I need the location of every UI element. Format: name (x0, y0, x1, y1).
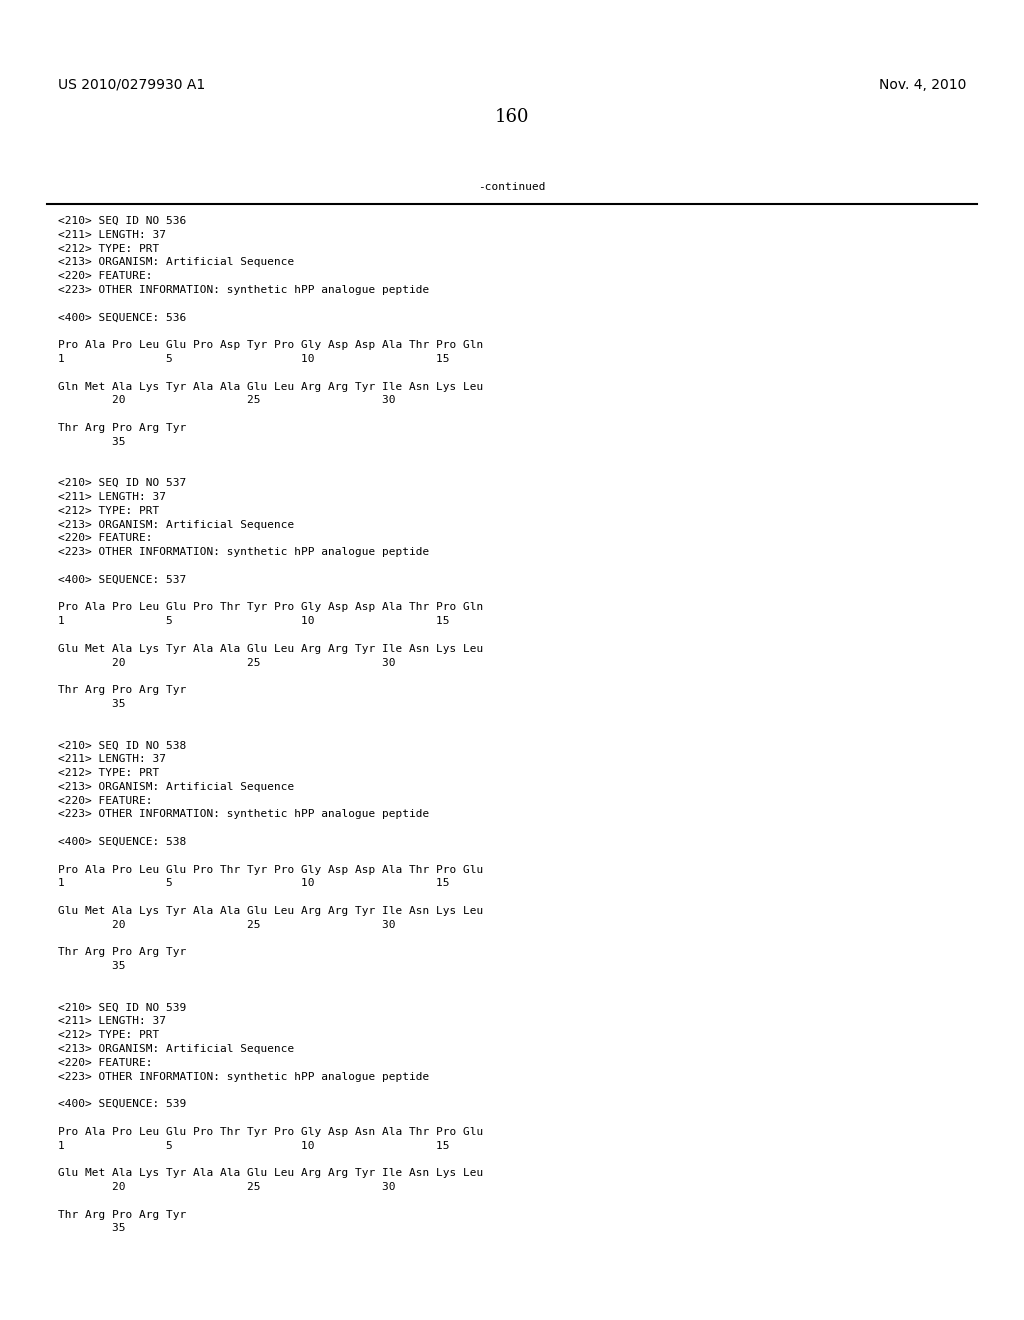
Text: <210> SEQ ID NO 537: <210> SEQ ID NO 537 (58, 478, 186, 488)
Text: <211> LENGTH: 37: <211> LENGTH: 37 (58, 230, 166, 240)
Text: <211> LENGTH: 37: <211> LENGTH: 37 (58, 754, 166, 764)
Text: <211> LENGTH: 37: <211> LENGTH: 37 (58, 1016, 166, 1027)
Text: 20                  25                  30: 20 25 30 (58, 396, 395, 405)
Text: Glu Met Ala Lys Tyr Ala Ala Glu Leu Arg Arg Tyr Ile Asn Lys Leu: Glu Met Ala Lys Tyr Ala Ala Glu Leu Arg … (58, 906, 483, 916)
Text: <220> FEATURE:: <220> FEATURE: (58, 271, 153, 281)
Text: 1               5                   10                  15: 1 5 10 15 (58, 354, 450, 364)
Text: <223> OTHER INFORMATION: synthetic hPP analogue peptide: <223> OTHER INFORMATION: synthetic hPP a… (58, 809, 429, 820)
Text: <220> FEATURE:: <220> FEATURE: (58, 796, 153, 805)
Text: -continued: -continued (478, 182, 546, 191)
Text: Pro Ala Pro Leu Glu Pro Thr Tyr Pro Gly Asp Asp Ala Thr Pro Gln: Pro Ala Pro Leu Glu Pro Thr Tyr Pro Gly … (58, 602, 483, 612)
Text: 35: 35 (58, 437, 126, 446)
Text: <210> SEQ ID NO 538: <210> SEQ ID NO 538 (58, 741, 186, 750)
Text: 160: 160 (495, 108, 529, 125)
Text: 35: 35 (58, 961, 126, 972)
Text: <210> SEQ ID NO 539: <210> SEQ ID NO 539 (58, 1003, 186, 1012)
Text: Glu Met Ala Lys Tyr Ala Ala Glu Leu Arg Arg Tyr Ile Asn Lys Leu: Glu Met Ala Lys Tyr Ala Ala Glu Leu Arg … (58, 1168, 483, 1179)
Text: 20                  25                  30: 20 25 30 (58, 920, 395, 929)
Text: US 2010/0279930 A1: US 2010/0279930 A1 (58, 78, 205, 92)
Text: <210> SEQ ID NO 536: <210> SEQ ID NO 536 (58, 216, 186, 226)
Text: <213> ORGANISM: Artificial Sequence: <213> ORGANISM: Artificial Sequence (58, 1044, 294, 1053)
Text: Pro Ala Pro Leu Glu Pro Thr Tyr Pro Gly Asp Asp Ala Thr Pro Glu: Pro Ala Pro Leu Glu Pro Thr Tyr Pro Gly … (58, 865, 483, 875)
Text: Thr Arg Pro Arg Tyr: Thr Arg Pro Arg Tyr (58, 948, 186, 957)
Text: <223> OTHER INFORMATION: synthetic hPP analogue peptide: <223> OTHER INFORMATION: synthetic hPP a… (58, 548, 429, 557)
Text: 20                  25                  30: 20 25 30 (58, 1181, 395, 1192)
Text: <400> SEQUENCE: 539: <400> SEQUENCE: 539 (58, 1100, 186, 1109)
Text: Thr Arg Pro Arg Tyr: Thr Arg Pro Arg Tyr (58, 1209, 186, 1220)
Text: <213> ORGANISM: Artificial Sequence: <213> ORGANISM: Artificial Sequence (58, 257, 294, 268)
Text: Pro Ala Pro Leu Glu Pro Thr Tyr Pro Gly Asp Asn Ala Thr Pro Glu: Pro Ala Pro Leu Glu Pro Thr Tyr Pro Gly … (58, 1127, 483, 1137)
Text: 1               5                   10                  15: 1 5 10 15 (58, 878, 450, 888)
Text: <400> SEQUENCE: 537: <400> SEQUENCE: 537 (58, 574, 186, 585)
Text: Pro Ala Pro Leu Glu Pro Asp Tyr Pro Gly Asp Asp Ala Thr Pro Gln: Pro Ala Pro Leu Glu Pro Asp Tyr Pro Gly … (58, 341, 483, 350)
Text: <212> TYPE: PRT: <212> TYPE: PRT (58, 768, 160, 777)
Text: 20                  25                  30: 20 25 30 (58, 657, 395, 668)
Text: Glu Met Ala Lys Tyr Ala Ala Glu Leu Arg Arg Tyr Ile Asn Lys Leu: Glu Met Ala Lys Tyr Ala Ala Glu Leu Arg … (58, 644, 483, 653)
Text: <223> OTHER INFORMATION: synthetic hPP analogue peptide: <223> OTHER INFORMATION: synthetic hPP a… (58, 285, 429, 294)
Text: 1               5                   10                  15: 1 5 10 15 (58, 1140, 450, 1151)
Text: 35: 35 (58, 700, 126, 709)
Text: <220> FEATURE:: <220> FEATURE: (58, 1057, 153, 1068)
Text: <400> SEQUENCE: 538: <400> SEQUENCE: 538 (58, 837, 186, 847)
Text: <213> ORGANISM: Artificial Sequence: <213> ORGANISM: Artificial Sequence (58, 781, 294, 792)
Text: <211> LENGTH: 37: <211> LENGTH: 37 (58, 492, 166, 502)
Text: <213> ORGANISM: Artificial Sequence: <213> ORGANISM: Artificial Sequence (58, 520, 294, 529)
Text: <223> OTHER INFORMATION: synthetic hPP analogue peptide: <223> OTHER INFORMATION: synthetic hPP a… (58, 1072, 429, 1081)
Text: <400> SEQUENCE: 536: <400> SEQUENCE: 536 (58, 313, 186, 322)
Text: Gln Met Ala Lys Tyr Ala Ala Glu Leu Arg Arg Tyr Ile Asn Lys Leu: Gln Met Ala Lys Tyr Ala Ala Glu Leu Arg … (58, 381, 483, 392)
Text: <220> FEATURE:: <220> FEATURE: (58, 533, 153, 544)
Text: <212> TYPE: PRT: <212> TYPE: PRT (58, 244, 160, 253)
Text: 1               5                   10                  15: 1 5 10 15 (58, 616, 450, 626)
Text: Thr Arg Pro Arg Tyr: Thr Arg Pro Arg Tyr (58, 422, 186, 433)
Text: Thr Arg Pro Arg Tyr: Thr Arg Pro Arg Tyr (58, 685, 186, 696)
Text: Nov. 4, 2010: Nov. 4, 2010 (879, 78, 966, 92)
Text: 35: 35 (58, 1224, 126, 1233)
Text: <212> TYPE: PRT: <212> TYPE: PRT (58, 506, 160, 516)
Text: <212> TYPE: PRT: <212> TYPE: PRT (58, 1030, 160, 1040)
